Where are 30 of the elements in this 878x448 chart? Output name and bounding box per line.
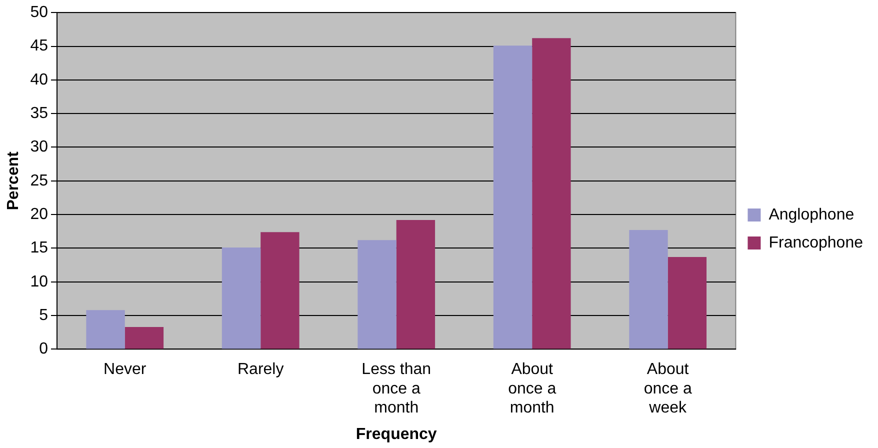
x-tick-label: Never — [104, 361, 147, 378]
x-tick-label: Rarely — [237, 361, 284, 378]
y-axis-title: Percent — [5, 150, 22, 210]
legend-label: Anglophone — [768, 206, 854, 224]
y-tick-label: 5 — [39, 306, 48, 324]
y-tick-label: 20 — [30, 206, 48, 223]
x-tick-label: Less than once a month — [362, 361, 432, 417]
y-tick-label: 15 — [30, 240, 48, 257]
legend-label: Francophone — [768, 234, 864, 252]
bar — [358, 240, 396, 349]
bar — [532, 38, 571, 349]
bar — [124, 326, 164, 349]
y-tick-label: 50 — [30, 4, 48, 22]
y-tick-label: 25 — [30, 172, 48, 190]
bar — [86, 310, 125, 349]
y-tick-label: 10 — [30, 273, 48, 290]
x-tick-label: About once a month — [508, 361, 556, 417]
bar — [668, 256, 707, 349]
bar — [396, 220, 436, 349]
y-tick-label: 0 — [39, 340, 48, 358]
bar — [260, 232, 300, 349]
bar — [493, 46, 532, 349]
bar — [222, 248, 261, 349]
x-tick-label: About once a week — [644, 361, 692, 417]
y-tick-label: 40 — [30, 71, 48, 88]
y-tick-label: 45 — [30, 38, 48, 55]
x-axis-title: Frequency — [356, 426, 437, 443]
y-tick-label: 35 — [30, 104, 48, 122]
y-tick-label: 30 — [30, 138, 48, 156]
bar — [629, 230, 668, 349]
